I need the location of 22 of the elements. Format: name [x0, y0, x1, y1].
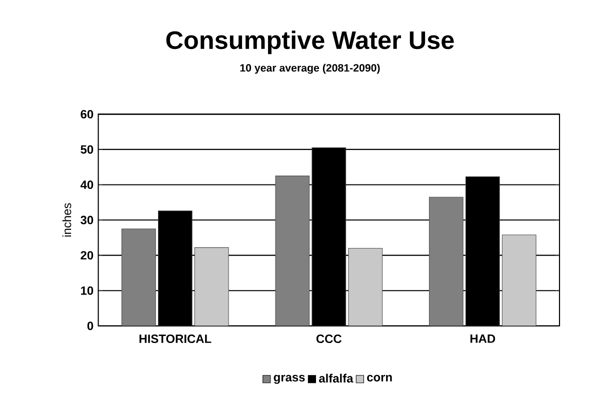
bar [194, 247, 229, 326]
bar [502, 234, 536, 326]
y-tick-label: 50 [80, 145, 94, 154]
x-tick-label: HISTORICAL [140, 334, 212, 344]
y-tick-label: 20 [80, 251, 94, 260]
y-tick-label: 30 [80, 216, 94, 224]
chart-subtitle: 10 year average (2081-2090) [240, 64, 380, 74]
x-tick-label: HAD [470, 334, 496, 343]
y-tick-label: 40 [80, 180, 94, 190]
y-tick-label: 0 [87, 322, 94, 330]
x-tick-label: CCC [316, 334, 342, 344]
legend-label: alfalfa [319, 374, 354, 383]
bar [275, 176, 310, 326]
y-axis-title: inches [62, 203, 72, 237]
chart-title: Consumptive Water Use [166, 30, 454, 54]
legend-label: corn [367, 374, 392, 382]
legend-label: grass [274, 374, 305, 384]
bar [122, 228, 156, 326]
y-tick-label: 60 [80, 110, 94, 118]
bar [348, 248, 383, 326]
y-tick-label: 10 [81, 286, 94, 295]
bar [428, 196, 464, 326]
